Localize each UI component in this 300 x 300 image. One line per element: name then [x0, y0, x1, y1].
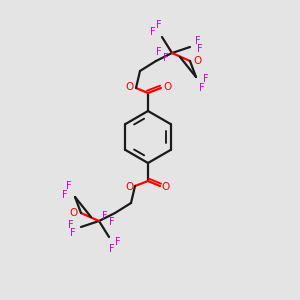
- Text: F: F: [102, 211, 108, 221]
- Text: F: F: [199, 83, 205, 93]
- Text: F: F: [109, 217, 115, 227]
- Text: O: O: [126, 82, 134, 92]
- Text: O: O: [163, 82, 171, 92]
- Text: F: F: [195, 36, 201, 46]
- Text: F: F: [156, 20, 162, 30]
- Text: F: F: [150, 27, 156, 37]
- Text: F: F: [68, 220, 74, 230]
- Text: F: F: [62, 190, 68, 200]
- Text: F: F: [66, 181, 72, 191]
- Text: F: F: [156, 47, 162, 57]
- Text: F: F: [70, 228, 76, 238]
- Text: F: F: [109, 244, 115, 254]
- Text: F: F: [203, 74, 209, 84]
- Text: F: F: [197, 44, 203, 54]
- Text: F: F: [163, 53, 169, 63]
- Text: O: O: [193, 56, 201, 66]
- Text: O: O: [162, 182, 170, 192]
- Text: O: O: [70, 208, 78, 218]
- Text: F: F: [115, 237, 121, 247]
- Text: O: O: [125, 182, 133, 192]
